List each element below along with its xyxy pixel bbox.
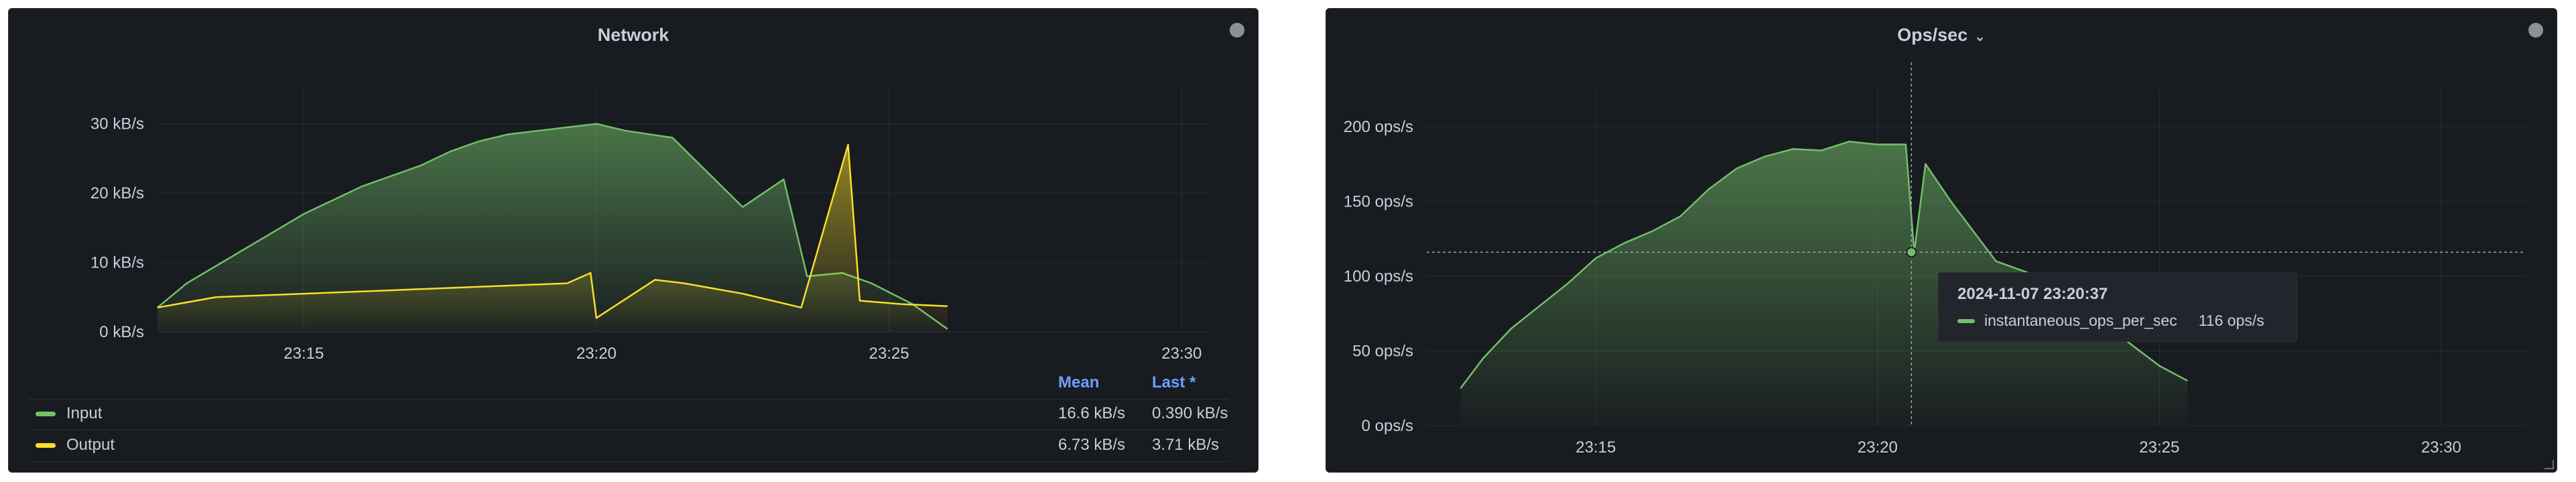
ops-panel-title-text: Ops/sec — [1897, 25, 1968, 45]
x-tick-label: 23:20 — [576, 345, 617, 363]
x-tick-label: 23:30 — [1161, 345, 1202, 363]
input-last-value: 0.390 kB/s — [1152, 404, 1228, 422]
y-tick-label: 0 ops/s — [1362, 417, 1413, 435]
legend-item-output[interactable]: Output — [36, 436, 115, 455]
output-last-value: 3.71 kB/s — [1152, 436, 1220, 454]
legend-header-mean[interactable]: Mean — [1058, 373, 1100, 391]
ops-panel-title[interactable]: Ops/sec ⌄ — [1326, 25, 2557, 46]
legend-item-input-label: Input — [66, 404, 103, 422]
ops-status-dot-icon — [2528, 23, 2543, 38]
output-mean-value: 6.73 kB/s — [1058, 436, 1126, 454]
input-mean-value: 16.6 kB/s — [1058, 404, 1126, 422]
x-tick-label: 23:25 — [869, 345, 909, 363]
y-tick-label: 200 ops/s — [1344, 118, 1413, 136]
y-tick-label: 150 ops/s — [1344, 192, 1413, 210]
network-panel-title[interactable]: Network — [597, 25, 669, 45]
tooltip-series-swatch — [1957, 318, 1975, 323]
resize-handle-icon[interactable] — [2545, 460, 2554, 469]
ops-chart[interactable]: 0 ops/s 50 ops/s 100 ops/s 150 ops/s 200 ops… — [1326, 9, 2558, 473]
input-color-swatch — [36, 411, 56, 416]
y-tick-label: 100 ops/s — [1344, 267, 1413, 286]
output-color-swatch — [36, 442, 56, 448]
y-tick-label: 0 kB/s — [99, 323, 144, 341]
legend-item-input[interactable]: Input — [36, 404, 102, 423]
network-panel: Network 0 kB/s 10 kB/s 20 kB/s 30 kB/s 23:15… — [8, 8, 1259, 473]
legend-item-output-label: Output — [66, 436, 115, 454]
network-status-dot-icon — [1230, 23, 1244, 38]
chevron-down-icon[interactable]: ⌄ — [1974, 29, 1986, 44]
y-tick-label: 10 kB/s — [90, 254, 144, 272]
x-tick-label: 23:15 — [283, 345, 324, 363]
tooltip-series-name: instantaneous_ops_per_sec — [1984, 312, 2177, 329]
y-tick-label: 20 kB/s — [90, 184, 144, 202]
legend-divider — [29, 399, 1228, 400]
series-line-output — [157, 143, 948, 319]
tooltip-series-value: 116 ops/s — [2198, 312, 2264, 329]
tooltip-series-row: instantaneous_ops_per_sec 116 ops/s — [1957, 312, 2264, 330]
series-area-fill — [157, 144, 948, 332]
y-tick-label: 50 ops/s — [1352, 342, 1413, 360]
ops-panel: Ops/sec ⌄ 0 ops/s 50 ops/s 100 ops/s 150 ops… — [1326, 8, 2557, 473]
x-tick-label: 23:15 — [1575, 438, 1616, 457]
x-tick-label: 23:20 — [1858, 438, 1898, 457]
chart-tooltip: 2024-11-07 23:20:37 instantaneous_ops_pe… — [1938, 272, 2297, 342]
tooltip-time: 2024-11-07 23:20:37 — [1957, 285, 2108, 303]
x-tick-label: 23:25 — [2139, 438, 2179, 457]
series-area-fill — [1460, 141, 2188, 426]
legend-header-last[interactable]: Last * — [1152, 373, 1196, 391]
x-tick-label: 23:30 — [2421, 438, 2461, 457]
series-line-instantaneous-ops-per-sec — [1460, 140, 2188, 389]
legend-divider — [29, 461, 1228, 462]
series-line-input — [157, 123, 948, 330]
y-tick-label: 30 kB/s — [90, 115, 144, 133]
series-area-fill — [157, 123, 948, 332]
network-chart[interactable]: 0 kB/s 10 kB/s 20 kB/s 30 kB/s 23:15 23:20 23:… — [9, 9, 1259, 473]
hover-point — [1906, 247, 1917, 258]
